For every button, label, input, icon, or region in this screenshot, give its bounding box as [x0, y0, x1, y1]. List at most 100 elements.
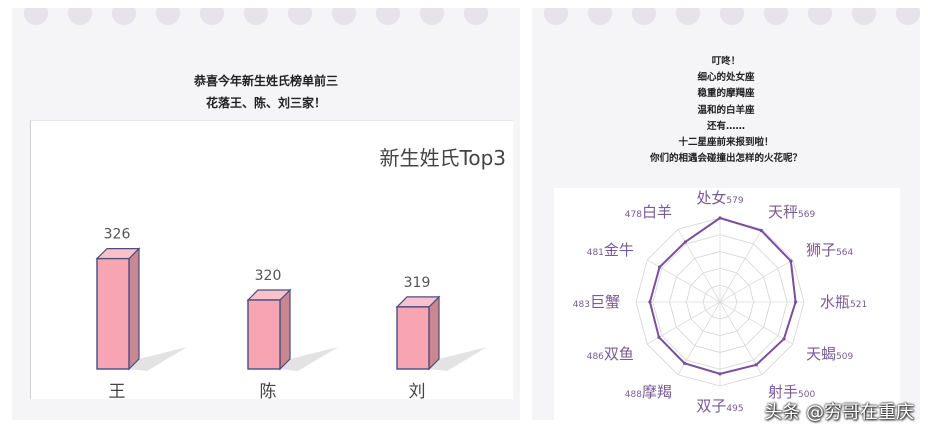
- scallop-dot: [676, 8, 700, 25]
- radar-category-name: 巨蟹: [590, 293, 620, 311]
- radar-value-label: 481: [587, 248, 604, 258]
- bar-side-1: [128, 247, 140, 371]
- radar-point: [718, 372, 722, 376]
- scallop-dot: [852, 8, 876, 25]
- scallop-dot: [376, 8, 400, 25]
- radar-value-label: 564: [836, 248, 853, 258]
- radar-category-name: 天秤: [768, 203, 798, 221]
- scallop-dot: [112, 8, 136, 25]
- radar-axis-label: 478白羊: [625, 203, 672, 221]
- scallop-dot: [464, 8, 488, 25]
- caption-line: 十二星座前来报到啦！: [678, 137, 774, 149]
- radar-axis-label: 481金牛: [587, 241, 634, 259]
- radar-category-name: 摩羯: [642, 383, 672, 401]
- radar-value-label: 579: [726, 196, 743, 206]
- category-label: 陈: [260, 382, 277, 399]
- scallop-dot: [588, 8, 612, 25]
- bar-value-label: 326: [104, 227, 131, 243]
- caption-line: 还有……: [706, 120, 745, 132]
- bar-shadow: [429, 347, 487, 371]
- radar-axis-label: 天秤569: [768, 203, 815, 221]
- radar-chart: 处女579 天秤569 狮子564 水瓶521 天蝎509 射手500 双子495 488摩羯…: [573, 189, 867, 415]
- bar-shadow: [129, 347, 187, 371]
- scallop-dot: [764, 8, 788, 25]
- radar-axis-label: 射手500: [768, 383, 815, 401]
- radar-axis-label: 双子495: [696, 397, 743, 415]
- radar-point: [718, 216, 722, 220]
- radar-axis-label: 狮子564: [806, 241, 853, 259]
- radar-point: [782, 337, 786, 341]
- watermark: 头条 @穷哥在重庆: [764, 402, 914, 423]
- chart-title: 新生姓氏Top3: [380, 146, 506, 170]
- radar-axis-label: 488摩羯: [625, 383, 672, 401]
- radar-chart-card: 处女579 天秤569 狮子564 水瓶521 天蝎509 射手500 双子495 488摩羯…: [554, 188, 900, 420]
- radar-spoke: [719, 301, 763, 375]
- left-panel: 恭喜今年新生姓氏榜单前三 花落王、陈、刘三家！ 新生姓氏Top3 326 王 320…: [12, 8, 520, 420]
- radar-category-name: 处女: [696, 189, 726, 207]
- caption-line: 叮咚！: [711, 56, 741, 67]
- scallop-decoration: [24, 8, 488, 25]
- radar-spoke: [719, 229, 763, 303]
- bar-2: [247, 299, 281, 370]
- caption-line: 温和的白羊座: [697, 104, 755, 116]
- caption-line: 你们的相遇会碰撞出怎样的火花呢？: [649, 153, 802, 165]
- scallop-dot: [896, 8, 920, 25]
- scallop-dot: [420, 8, 444, 25]
- radar-axis-label: 483巨蟹: [573, 293, 620, 311]
- radar-category-name: 水瓶: [820, 293, 850, 311]
- scallop-dot: [24, 8, 48, 25]
- scallop-dot: [544, 8, 568, 25]
- radar-value-label: 521: [850, 300, 867, 310]
- radar-category-name: 金牛: [604, 241, 634, 259]
- scallop-dot: [808, 8, 832, 25]
- bar-1: [96, 257, 130, 370]
- right-caption: 叮咚！ 细心的处女座 稳重的摩羯座 温和的白羊座 还有…… 十二星座前来报到啦！…: [532, 54, 920, 167]
- category-label: 王: [109, 382, 126, 399]
- caption-line: 花落王、陈、刘三家！: [205, 96, 326, 110]
- bar-side-3: [428, 295, 440, 371]
- radar-point: [793, 300, 798, 304]
- scallop-dot: [332, 8, 356, 25]
- category-label: 刘: [409, 382, 426, 399]
- scallop-dot: [156, 8, 180, 25]
- radar-value-label: 569: [798, 210, 815, 220]
- caption-line: 细心的处女座: [697, 72, 755, 84]
- radar-value-label: 486: [587, 352, 604, 362]
- radar-value-label: 495: [726, 404, 743, 414]
- radar-axis-label: 486双鱼: [587, 345, 634, 363]
- caption-line: 恭喜今年新生姓氏榜单前三: [193, 74, 338, 88]
- radar-value-label: 478: [625, 210, 642, 220]
- radar-category-name: 双子: [696, 397, 726, 415]
- scallop-dot: [200, 8, 224, 25]
- radar-value-label: 500: [798, 390, 815, 400]
- radar-category-name: 射手: [768, 383, 798, 401]
- radar-point: [789, 259, 793, 263]
- radar-point: [754, 363, 758, 367]
- radar-point: [657, 335, 661, 339]
- radar-category-name: 狮子: [806, 241, 836, 259]
- radar-point: [759, 228, 763, 233]
- right-panel: 叮咚！ 细心的处女座 稳重的摩羯座 温和的白羊座 还有…… 十二星座前来报到啦！…: [532, 8, 920, 420]
- radar-value-label: 509: [836, 352, 853, 362]
- radar-value-label: 483: [573, 300, 590, 310]
- scallop-dot: [632, 8, 656, 25]
- scallop-dot: [288, 8, 312, 25]
- bar-chart-card: 新生姓氏Top3 326 王 320 陈 319 刘: [30, 120, 513, 402]
- bar-chart: 新生姓氏Top3 326 王 320 陈 319 刘: [95, 146, 506, 402]
- left-caption: 恭喜今年新生姓氏榜单前三 花落王、陈、刘三家！: [12, 70, 520, 114]
- scallop-dot: [68, 8, 92, 25]
- radar-axis-label: 处女579: [696, 189, 743, 207]
- radar-axis-label: 水瓶521: [820, 293, 867, 311]
- bar-value-label: 320: [255, 268, 282, 284]
- caption-line: 稳重的摩羯座: [697, 88, 755, 100]
- radar-axis-label: 天蝎509: [806, 345, 853, 363]
- scallop-decoration: [544, 8, 920, 25]
- radar-point: [657, 265, 662, 269]
- radar-spoke: [719, 259, 793, 303]
- bar-3: [396, 306, 430, 370]
- radar-category-name: 双鱼: [604, 345, 634, 363]
- radar-point: [683, 240, 687, 244]
- radar-point: [648, 300, 652, 304]
- bar-side-2: [279, 288, 291, 371]
- bar-value-label: 319: [404, 275, 431, 291]
